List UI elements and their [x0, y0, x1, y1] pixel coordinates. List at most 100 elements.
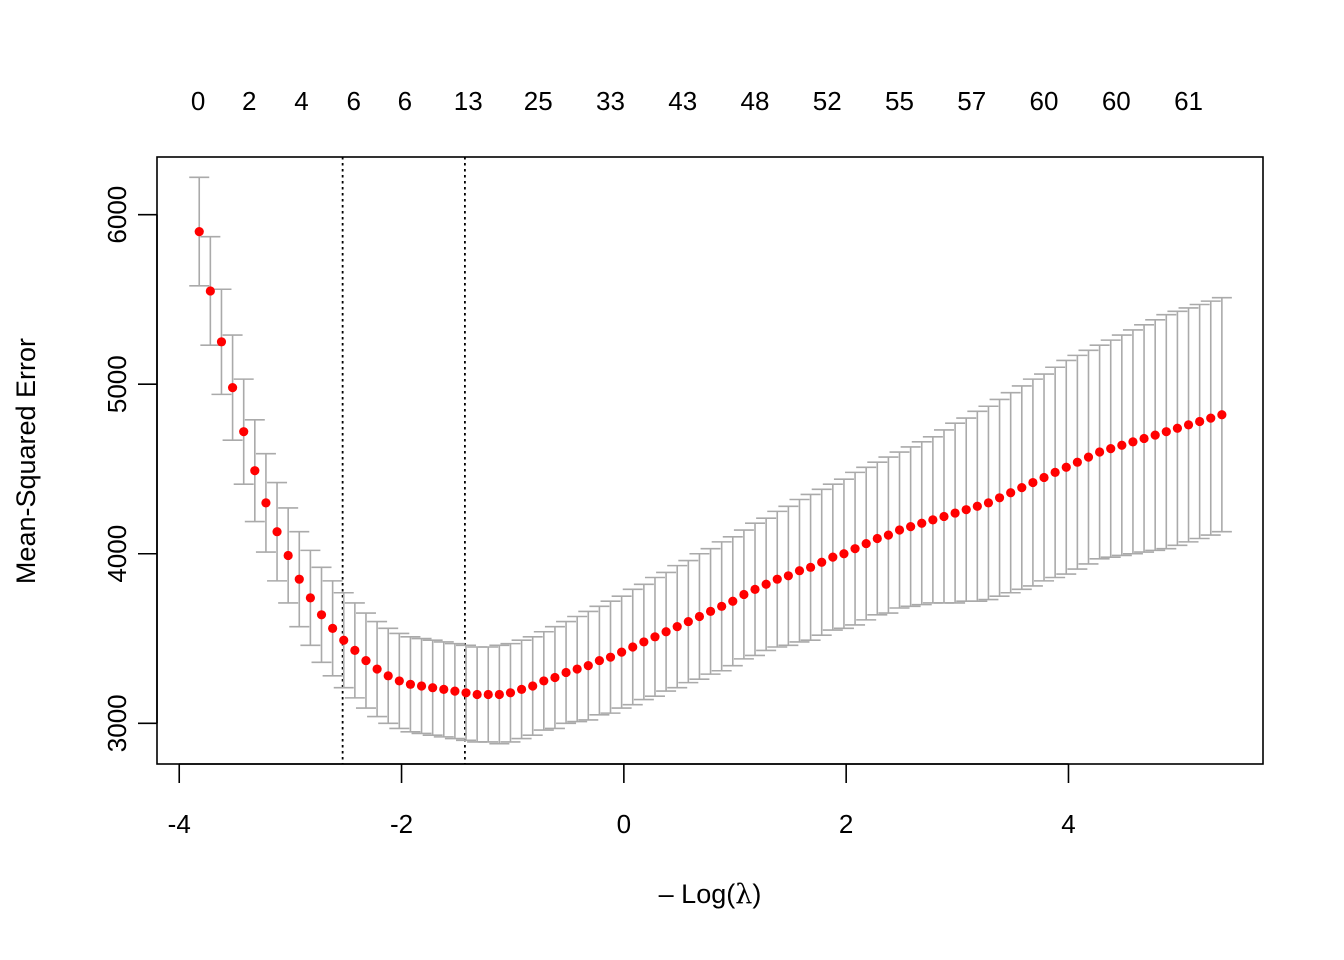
mse-point	[261, 498, 271, 508]
mse-point	[383, 671, 393, 681]
mse-point	[227, 382, 238, 393]
mse-point	[450, 686, 460, 696]
mse-point	[750, 584, 760, 594]
x-axis-title-prefix: – Log(	[659, 879, 736, 909]
mse-point	[572, 664, 582, 674]
mse-point	[1217, 410, 1227, 420]
top-axis-label: 33	[596, 86, 625, 116]
mse-point	[283, 550, 293, 561]
mse-point	[650, 632, 660, 642]
mse-point	[906, 522, 916, 532]
mse-point	[461, 688, 471, 698]
mse-point	[305, 593, 315, 603]
mse-point	[639, 637, 649, 647]
mse-point	[1083, 452, 1094, 462]
mse-point	[372, 664, 382, 674]
top-axis-label: 0	[191, 86, 205, 116]
x-tick-label: -4	[168, 809, 191, 839]
x-tick-label: -2	[390, 809, 413, 839]
mse-point	[405, 679, 416, 689]
mse-point	[1050, 467, 1060, 477]
mse-point	[817, 557, 827, 567]
mse-point	[1206, 413, 1216, 423]
mse-point	[783, 571, 793, 581]
mse-point	[494, 689, 504, 700]
mse-point	[1106, 444, 1116, 454]
mse-point	[717, 601, 727, 611]
x-tick-label: 0	[617, 809, 631, 839]
top-axis-label: 13	[454, 86, 483, 116]
mse-point	[805, 562, 816, 572]
mse-point	[350, 645, 360, 655]
mse-point	[1072, 457, 1082, 467]
top-axis-nonzero-counts: 0 2 4 6 6 13 25 33 43 48 52 55 57 60 60 61	[191, 86, 1203, 116]
mse-point	[1172, 423, 1183, 433]
mse-point	[739, 589, 749, 600]
mse-point	[272, 527, 282, 537]
y-tick-label: 5000	[102, 355, 132, 413]
mse-point	[1161, 427, 1171, 437]
mse-point	[1139, 433, 1149, 444]
mse-point	[505, 688, 516, 698]
mse-point	[939, 511, 949, 522]
mse-point	[850, 544, 860, 554]
y-tick-label: 3000	[102, 694, 132, 752]
top-axis-label: 55	[885, 86, 914, 116]
x-tick-label: 4	[1061, 809, 1075, 839]
mse-point	[416, 681, 427, 691]
mse-point	[339, 635, 349, 645]
mse-point	[994, 493, 1005, 503]
mse-point	[583, 661, 593, 671]
x-axis: -4 -2 0 2 4	[168, 763, 1076, 839]
top-axis-label: 2	[242, 86, 256, 116]
mse-point	[917, 518, 927, 528]
mse-point	[428, 683, 438, 693]
mse-point	[316, 610, 327, 620]
mse-point	[1039, 472, 1049, 483]
mse-point	[683, 616, 693, 627]
mse-point	[294, 574, 304, 584]
mse-point	[1006, 488, 1016, 498]
mse-point	[516, 684, 527, 694]
mse-point	[839, 549, 849, 559]
mse-point	[628, 642, 638, 652]
mse-point	[328, 623, 338, 633]
y-tick-label: 6000	[102, 186, 132, 244]
mse-point	[794, 566, 805, 576]
mse-point	[1061, 462, 1071, 472]
y-tick-label: 4000	[102, 525, 132, 583]
mse-point	[728, 596, 738, 606]
top-axis-label: 48	[741, 86, 770, 116]
y-axis-title: Mean-Squared Error	[11, 338, 41, 584]
mse-point	[928, 515, 938, 525]
mse-point	[894, 525, 905, 535]
mse-point	[605, 652, 616, 662]
x-axis-title-suffix: )	[752, 879, 761, 909]
mse-point	[705, 606, 716, 617]
top-axis-label: 6	[398, 86, 412, 116]
mse-point	[594, 655, 605, 666]
top-axis-label: 61	[1174, 86, 1203, 116]
top-axis-label: 25	[524, 86, 553, 116]
mse-point	[983, 498, 994, 508]
top-axis-label: 4	[294, 86, 308, 116]
x-axis-title: – Log(λ)	[659, 879, 762, 910]
mse-point	[661, 627, 671, 637]
mse-point	[1095, 447, 1105, 457]
mse-point	[694, 611, 705, 622]
x-tick-label: 2	[839, 809, 853, 839]
mse-point	[1028, 477, 1038, 488]
mse-point	[550, 672, 560, 683]
mse-point	[194, 227, 204, 237]
mse-point	[961, 505, 971, 515]
mse-point	[528, 681, 538, 691]
mse-point	[1128, 437, 1138, 447]
mse-point	[1150, 430, 1160, 440]
y-axis: 3000 4000 5000 6000	[102, 186, 158, 752]
top-axis-label: 60	[1102, 86, 1131, 116]
mse-point	[672, 622, 682, 632]
mse-point	[439, 684, 449, 694]
mse-point	[761, 579, 771, 589]
mse-point	[828, 552, 838, 562]
